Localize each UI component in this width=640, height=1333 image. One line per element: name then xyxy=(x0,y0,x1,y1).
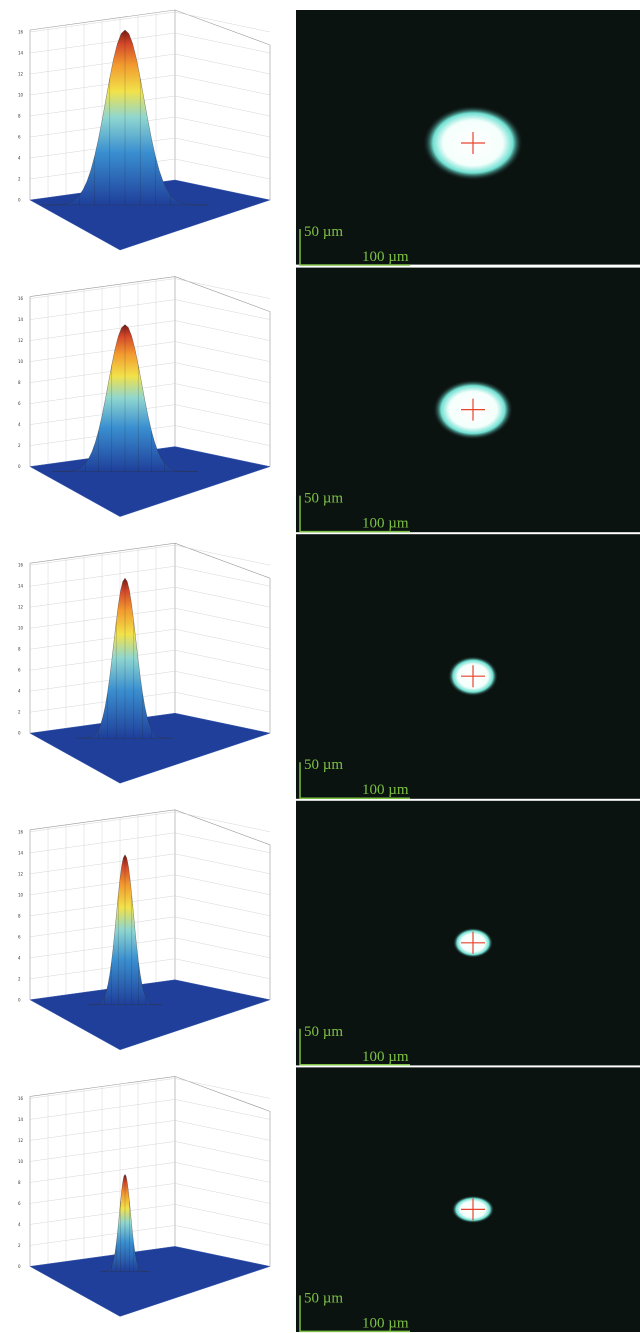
z-tick-label: 2 xyxy=(18,1243,21,1248)
z-tick-label: 8 xyxy=(18,647,21,652)
panel: 0 2 4 6 8 10 12 14 16 50 µm 100 µm xyxy=(18,801,640,1066)
z-tick-label: 4 xyxy=(18,422,21,427)
z-tick-label: 14 xyxy=(18,317,24,322)
panel: 0 2 4 6 8 10 12 14 16 50 µm 100 µm xyxy=(18,1067,640,1332)
figure: 0 2 4 6 8 10 12 14 16 50 µm 100 µm 0 2 4 6 8 10 12 14 16 50 … xyxy=(0,0,640,1333)
z-tick-label: 0 xyxy=(18,1264,21,1269)
z-tick-label: 10 xyxy=(18,93,24,98)
scale-label-y: 50 µm xyxy=(304,1290,343,1306)
z-tick-label: 0 xyxy=(18,198,21,203)
scale-label-y: 50 µm xyxy=(304,1024,343,1040)
z-tick-label: 2 xyxy=(18,443,21,448)
z-tick-label: 2 xyxy=(18,976,21,981)
z-tick-label: 10 xyxy=(18,1159,24,1164)
z-tick-label: 12 xyxy=(18,338,24,343)
z-tick-label: 8 xyxy=(18,1180,21,1185)
z-tick-label: 16 xyxy=(18,563,24,568)
scale-label-x: 100 µm xyxy=(362,782,409,798)
z-tick-label: 4 xyxy=(18,689,21,694)
z-tick-label: 12 xyxy=(18,605,24,610)
panel: 0 2 4 6 8 10 12 14 16 50 µm 100 µm xyxy=(18,268,640,533)
scale-label-x: 100 µm xyxy=(362,1049,409,1065)
scale-label-x: 100 µm xyxy=(362,516,409,532)
scale-label-y: 50 µm xyxy=(304,757,343,773)
panel: 0 2 4 6 8 10 12 14 16 50 µm 100 µm xyxy=(18,10,640,265)
z-tick-label: 6 xyxy=(18,135,21,140)
z-tick-label: 6 xyxy=(18,1201,21,1206)
z-tick-label: 12 xyxy=(18,72,24,77)
z-tick-label: 6 xyxy=(18,668,21,673)
scale-label-y: 50 µm xyxy=(304,224,343,240)
z-tick-label: 16 xyxy=(18,30,24,35)
z-tick-label: 16 xyxy=(18,1096,24,1101)
z-tick-label: 2 xyxy=(18,177,21,182)
panel: 0 2 4 6 8 10 12 14 16 50 µm 100 µm xyxy=(18,534,640,799)
z-tick-label: 6 xyxy=(18,934,21,939)
z-tick-label: 8 xyxy=(18,913,21,918)
z-tick-label: 0 xyxy=(18,731,21,736)
z-tick-label: 14 xyxy=(18,850,24,855)
z-tick-label: 10 xyxy=(18,892,24,897)
scale-label-y: 50 µm xyxy=(304,491,343,507)
scale-label-x: 100 µm xyxy=(362,1315,409,1331)
z-tick-label: 4 xyxy=(18,955,21,960)
z-tick-label: 8 xyxy=(18,114,21,119)
z-tick-label: 16 xyxy=(18,296,24,301)
z-tick-label: 16 xyxy=(18,829,24,834)
z-tick-label: 8 xyxy=(18,380,21,385)
z-tick-label: 0 xyxy=(18,464,21,469)
z-tick-label: 4 xyxy=(18,1222,21,1227)
z-tick-label: 10 xyxy=(18,626,24,631)
z-tick-label: 12 xyxy=(18,871,24,876)
z-tick-label: 0 xyxy=(18,997,21,1002)
z-tick-label: 4 xyxy=(18,156,21,161)
scale-label-x: 100 µm xyxy=(362,249,409,265)
z-tick-label: 14 xyxy=(18,1117,24,1122)
z-tick-label: 12 xyxy=(18,1138,24,1143)
z-tick-label: 2 xyxy=(18,710,21,715)
z-tick-label: 14 xyxy=(18,584,24,589)
z-tick-label: 14 xyxy=(18,51,24,56)
z-tick-label: 6 xyxy=(18,401,21,406)
z-tick-label: 10 xyxy=(18,359,24,364)
